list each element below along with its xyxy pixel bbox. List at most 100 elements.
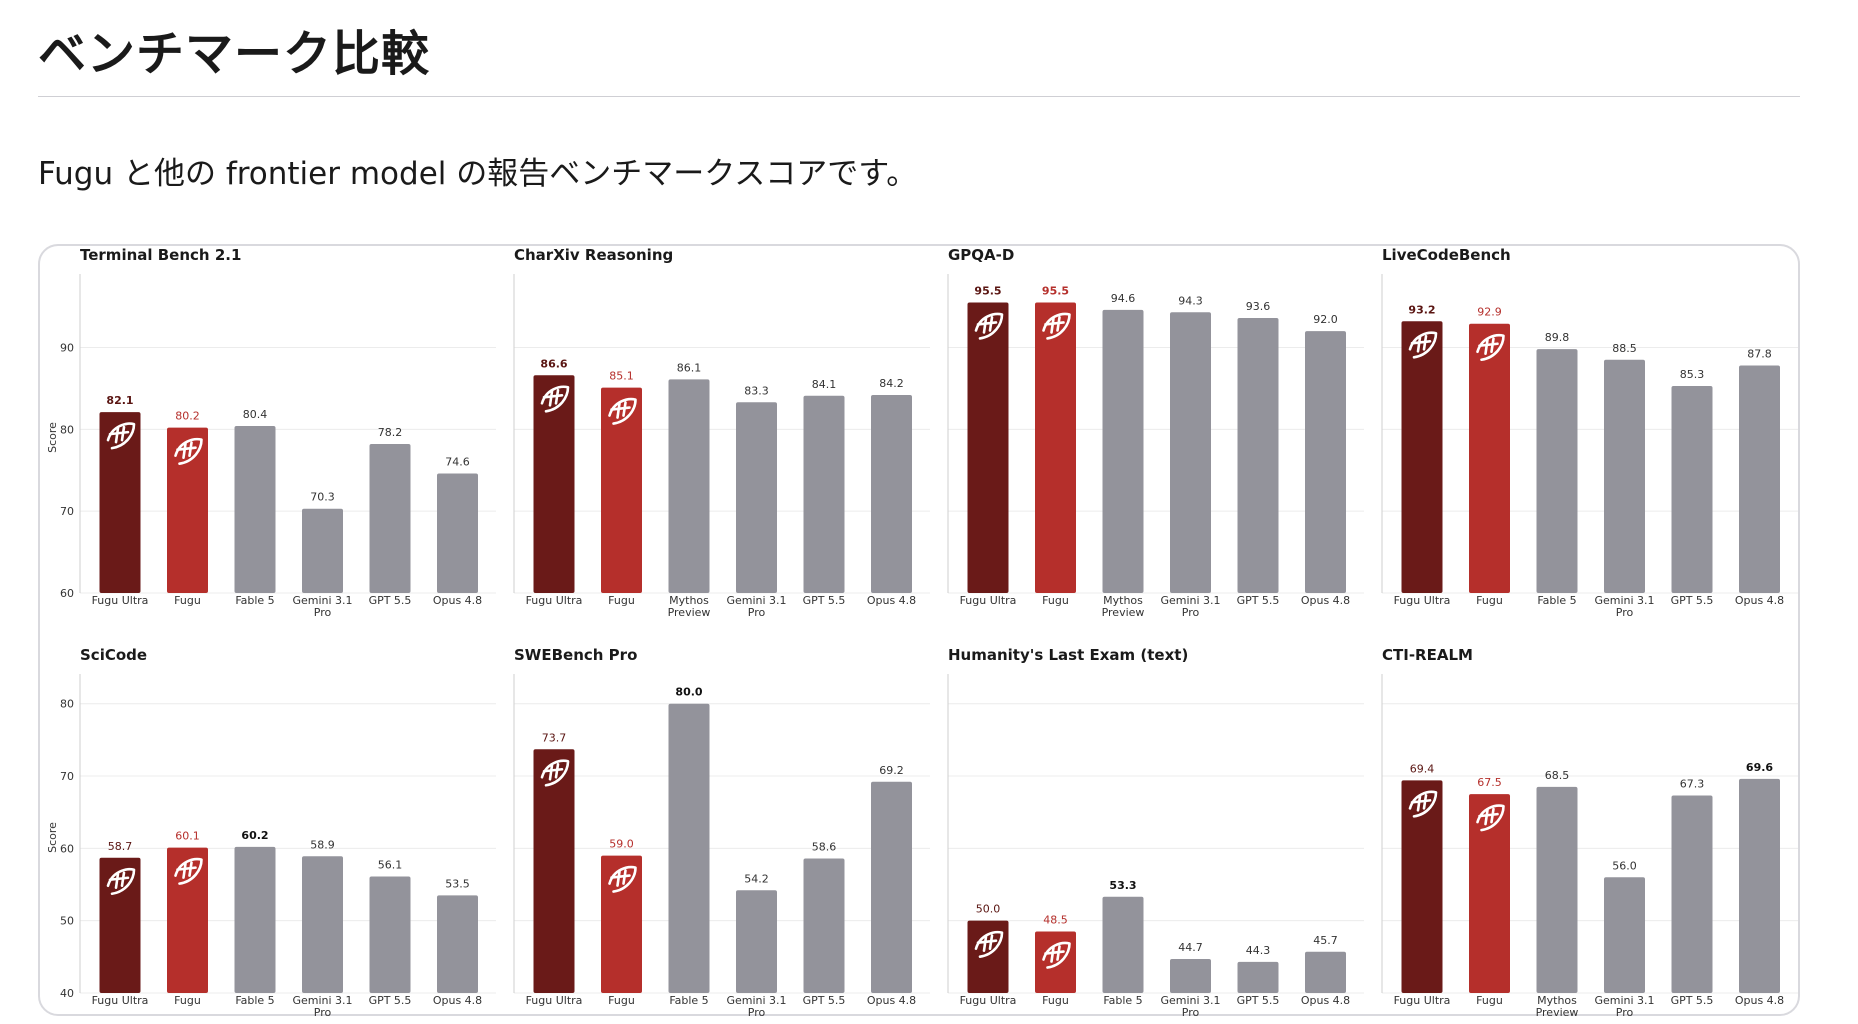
- fugu-fish-stroke: [1042, 941, 1071, 969]
- bar-fugu-ultra: [99, 412, 141, 593]
- x-tick-label: Fable 5: [235, 594, 274, 607]
- fugu-fish-icon: [974, 930, 1004, 958]
- bar-gemini-3-1-pro: [1604, 359, 1645, 593]
- fugu-fish-stroke: [608, 865, 637, 893]
- data-label: 69.4: [1410, 762, 1435, 775]
- data-label: 85.1: [609, 370, 634, 383]
- fugu-fish-stroke: [1408, 331, 1438, 359]
- x-tick-label: Gemini 3.1 Pro: [1160, 594, 1220, 619]
- y-tick-label: 70: [60, 770, 74, 783]
- data-label: 53.5: [445, 877, 470, 890]
- bar-opus-4-8: [1305, 331, 1346, 593]
- fugu-fish-icon: [1042, 312, 1071, 340]
- fugu-fish-stroke: [1476, 804, 1505, 832]
- data-label: 80.0: [675, 686, 702, 699]
- bar-fable-5: [234, 426, 276, 593]
- data-label: 95.5: [1042, 284, 1069, 297]
- bar-fable-5: [668, 703, 710, 993]
- data-label: 44.3: [1246, 944, 1271, 957]
- x-tick-label: Opus 4.8: [1301, 594, 1350, 607]
- data-label: 56.0: [1612, 859, 1637, 872]
- y-tick-label: 60: [60, 587, 74, 600]
- bar-gpt-5-5: [1671, 385, 1713, 593]
- data-label: 44.7: [1178, 941, 1203, 954]
- bar-fugu: [1469, 323, 1510, 593]
- bar-fugu: [601, 855, 642, 993]
- data-label: 80.4: [243, 408, 268, 421]
- bar-gpt-5-5: [369, 444, 411, 593]
- y-tick-label: 50: [60, 915, 74, 928]
- fugu-fish-icon: [540, 385, 570, 413]
- bar-fugu-ultra: [1401, 321, 1443, 593]
- fugu-fish-stroke: [174, 437, 203, 465]
- data-label: 50.0: [976, 903, 1001, 916]
- bar-fugu: [1469, 794, 1510, 993]
- x-tick-label: Fugu: [174, 594, 201, 607]
- chart-3: GPQA-D 95.5 Fugu Ultra 95.5 Fugu 94.6 Mythos Pr…: [947, 246, 1364, 619]
- x-tick-label: Mythos Preview: [1102, 594, 1145, 619]
- bar-opus-4-8: [871, 394, 912, 593]
- x-tick-label: Opus 4.8: [1735, 594, 1784, 607]
- data-label: 86.1: [677, 361, 702, 374]
- data-label: 89.8: [1545, 331, 1570, 344]
- fugu-fish-stroke: [540, 385, 570, 413]
- bar-gemini-3-1-pro: [302, 856, 343, 993]
- data-label: 69.2: [879, 764, 904, 777]
- data-label: 94.3: [1178, 294, 1203, 307]
- x-tick-label: Opus 4.8: [1735, 994, 1784, 1007]
- fugu-fish-icon: [1408, 331, 1438, 359]
- data-label: 78.2: [378, 426, 403, 439]
- data-label: 56.1: [378, 859, 403, 872]
- chart-title: GPQA-D: [948, 246, 1014, 264]
- x-tick-label: Fugu Ultra: [526, 594, 583, 607]
- x-tick-label: Gemini 3.1 Pro: [1160, 994, 1220, 1019]
- chart-6: SWEBench Pro 73.7 Fugu Ultra 59.0 Fugu 80.0 Fa…: [513, 646, 930, 1019]
- x-tick-label: GPT 5.5: [1237, 594, 1280, 607]
- x-tick-label: Opus 4.8: [867, 594, 916, 607]
- x-tick-label: Fable 5: [1537, 594, 1576, 607]
- chart-7: Humanity's Last Exam (text) 50.0 Fugu Ultr…: [947, 646, 1364, 1019]
- x-tick-label: Fugu Ultra: [526, 994, 583, 1007]
- x-tick-label: Fugu Ultra: [960, 994, 1017, 1007]
- bar-mythos-preview: [1536, 786, 1578, 993]
- data-label: 86.6: [540, 357, 567, 370]
- fugu-fish-stroke: [1476, 333, 1505, 362]
- x-tick-label: Opus 4.8: [433, 994, 482, 1007]
- x-tick-label: Fugu: [1042, 594, 1069, 607]
- data-label: 93.2: [1408, 303, 1435, 316]
- fugu-fish-icon: [974, 312, 1004, 340]
- y-tick-label: 80: [60, 423, 74, 436]
- fugu-fish-icon: [106, 867, 136, 896]
- x-tick-label: Opus 4.8: [867, 994, 916, 1007]
- data-label: 74.6: [445, 456, 470, 469]
- bar-fugu-ultra: [99, 857, 141, 993]
- bar-fable-5: [234, 846, 276, 993]
- x-tick-label: Gemini 3.1 Pro: [292, 594, 352, 619]
- x-tick-label: GPT 5.5: [803, 594, 846, 607]
- fugu-fish-icon: [540, 759, 570, 787]
- data-label: 60.2: [241, 829, 268, 842]
- fugu-fish-icon: [608, 397, 637, 425]
- x-tick-label: GPT 5.5: [1237, 994, 1280, 1007]
- bar-mythos-preview: [1102, 309, 1144, 593]
- bar-fugu-ultra: [967, 302, 1009, 593]
- data-label: 88.5: [1612, 342, 1637, 355]
- fugu-fish-stroke: [974, 312, 1004, 340]
- x-tick-label: Fugu: [1476, 994, 1503, 1007]
- fugu-fish-stroke: [106, 867, 136, 896]
- bar-fable-5: [1102, 896, 1144, 993]
- data-label: 95.5: [974, 284, 1001, 297]
- bar-fugu-ultra: [533, 375, 575, 593]
- y-tick-label: 40: [60, 987, 74, 1000]
- fugu-fish-stroke: [974, 930, 1004, 958]
- x-tick-label: Gemini 3.1 Pro: [726, 994, 786, 1019]
- bar-fugu-ultra: [1401, 780, 1443, 993]
- data-label: 94.6: [1111, 292, 1136, 305]
- x-tick-label: Opus 4.8: [1301, 994, 1350, 1007]
- data-label: 67.3: [1680, 778, 1705, 791]
- fugu-fish-icon: [1042, 941, 1071, 969]
- fugu-fish-stroke: [1042, 312, 1071, 340]
- x-tick-label: GPT 5.5: [369, 994, 412, 1007]
- y-axis-label: Score: [46, 422, 59, 453]
- x-tick-label: Fugu: [608, 994, 635, 1007]
